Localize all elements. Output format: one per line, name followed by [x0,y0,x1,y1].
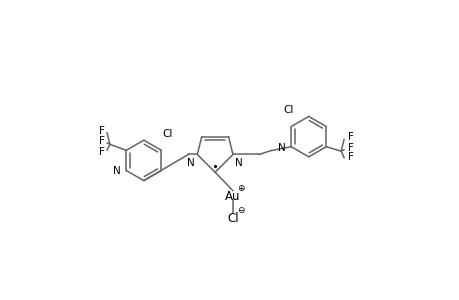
Text: N: N [113,166,121,176]
Text: N: N [187,158,195,168]
Text: F: F [347,152,353,161]
Text: N: N [277,143,285,153]
Text: F: F [99,136,104,146]
Text: ⊕: ⊕ [236,184,244,193]
Text: F: F [99,126,104,136]
Text: Cl: Cl [227,212,238,225]
Text: N: N [235,158,242,168]
Text: F: F [347,132,353,142]
Text: F: F [99,147,104,157]
Text: Cl: Cl [162,129,173,139]
Text: F: F [347,142,353,153]
Text: Cl: Cl [283,105,293,115]
Text: ⊖: ⊖ [236,206,244,215]
Text: Au: Au [225,190,240,202]
